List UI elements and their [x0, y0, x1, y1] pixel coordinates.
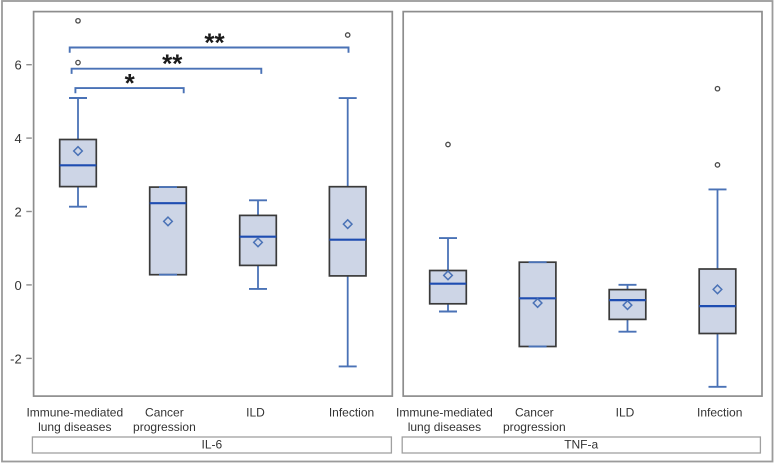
svg-text:Immune-mediated: Immune-mediated	[396, 406, 493, 420]
svg-text:0: 0	[14, 278, 25, 293]
svg-text:Immune-mediated: Immune-mediated	[26, 406, 123, 420]
svg-text:progression: progression	[503, 420, 566, 434]
svg-text:Infection: Infection	[697, 406, 742, 420]
svg-text:2: 2	[14, 204, 25, 219]
svg-text:Infection: Infection	[329, 406, 374, 420]
svg-text:-2: -2	[10, 351, 25, 366]
svg-text:**: **	[204, 27, 225, 57]
svg-text:6: 6	[14, 58, 25, 73]
svg-text:lung diseases: lung diseases	[38, 420, 111, 434]
svg-text:TNF-a: TNF-a	[564, 437, 598, 451]
svg-text:IL-6: IL-6	[202, 437, 223, 451]
svg-text:*: *	[125, 68, 136, 98]
svg-text:ILD: ILD	[616, 406, 635, 420]
svg-text:**: **	[162, 49, 183, 79]
svg-text:progression: progression	[133, 420, 196, 434]
svg-text:Cancer: Cancer	[145, 406, 184, 420]
svg-text:ILD: ILD	[246, 406, 265, 420]
svg-text:4: 4	[14, 131, 25, 146]
svg-text:Cancer: Cancer	[515, 406, 554, 420]
svg-text:lung diseases: lung diseases	[408, 420, 481, 434]
